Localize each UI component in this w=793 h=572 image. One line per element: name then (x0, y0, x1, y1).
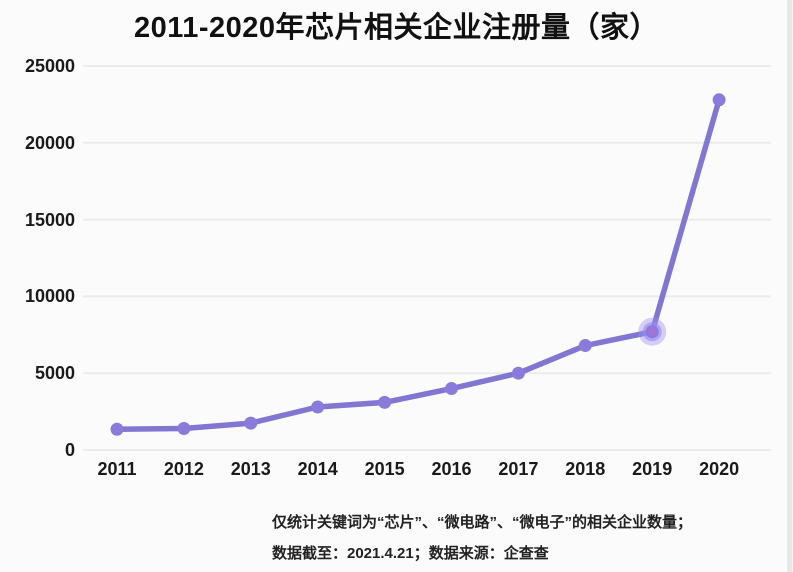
x-tick-label-2017: 2017 (498, 459, 539, 479)
data-line (114, 97, 722, 433)
y-tick-label-10000: 10000 (24, 286, 75, 307)
data-point-2013[interactable] (244, 416, 258, 430)
y-tick-label-25000: 25000 (24, 56, 75, 76)
footnote-line-1: 仅统计关键词为“芯片”、“微电路”、“微电子”的相关企业数量； (272, 514, 693, 531)
data-point-2014[interactable] (311, 400, 325, 414)
x-tick-label-2020: 2020 (699, 459, 740, 479)
chart-footnote: 仅统计关键词为“芯片”、“微电路”、“微电子”的相关企业数量； 数据截至：202… (272, 507, 692, 569)
x-tick-label-2012: 2012 (163, 459, 204, 479)
data-point-2012[interactable] (177, 421, 191, 435)
x-tick-label-2016: 2016 (431, 459, 472, 479)
x-tick-label-2018: 2018 (565, 459, 606, 479)
y-tick-label-0: 0 (64, 440, 75, 460)
scrollbar-track[interactable] (787, 0, 793, 572)
data-point-2011[interactable] (110, 422, 124, 436)
chart-title: 2011-2020年芯片相关企业注册量（家） (133, 12, 660, 44)
x-tick-label-2019: 2019 (632, 459, 673, 479)
x-tick-label-2014: 2014 (297, 459, 338, 479)
data-point-2016[interactable] (445, 382, 458, 396)
data-point-2015[interactable] (378, 395, 392, 409)
highlight-core (648, 327, 657, 336)
y-tick-label-20000: 20000 (24, 132, 75, 153)
data-point-2018[interactable] (578, 339, 592, 353)
y-tick-label-5000: 5000 (34, 363, 75, 384)
x-tick-label-2011: 2011 (97, 459, 137, 479)
x-tick-label-2013: 2013 (230, 459, 271, 479)
data-point-2020[interactable] (712, 93, 726, 107)
footnote-line-2: 数据截至：2021.4.21；数据来源：企查查 (272, 545, 549, 562)
data-point-2017[interactable] (511, 366, 525, 380)
y-tick-label-15000: 15000 (24, 209, 75, 230)
x-tick-label-2015: 2015 (364, 459, 405, 479)
